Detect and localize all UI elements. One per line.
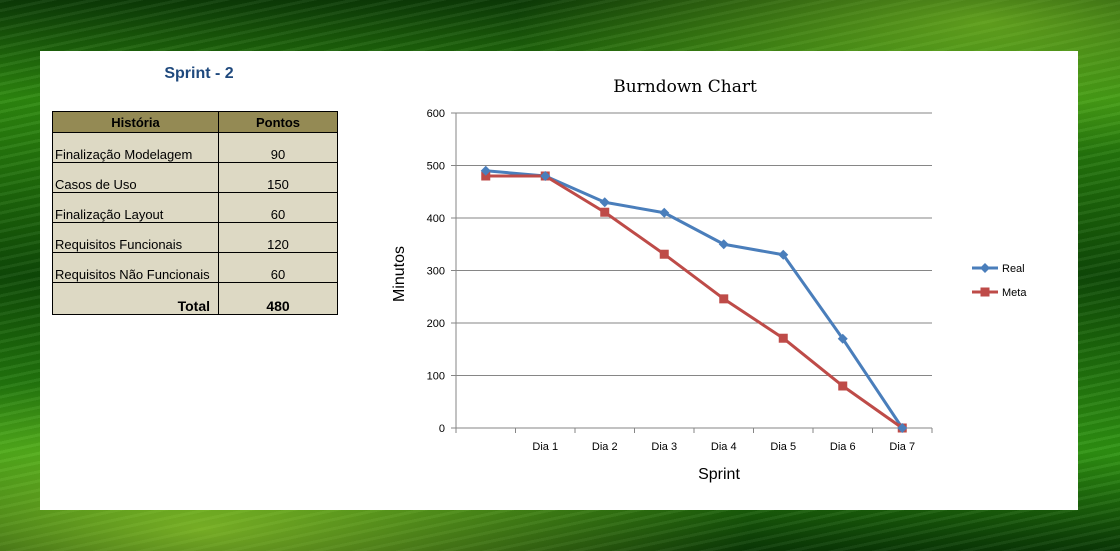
series-line <box>485 174 904 430</box>
total-value: 480 <box>218 282 338 315</box>
y-axis-label: Minutos <box>391 246 408 302</box>
historia-cell: Finalização Layout <box>52 192 219 223</box>
table-row: Finalização Modelagem 90 <box>52 132 338 163</box>
data-point <box>540 171 551 181</box>
x-axis-label: Sprint <box>698 466 740 483</box>
y-tick-label: 600 <box>427 108 445 120</box>
spreadsheet-area: Sprint - 2 História Pontos Finalização M… <box>40 51 1078 510</box>
series-lines <box>480 165 908 433</box>
table-row: Casos de Uso 150 <box>52 162 338 193</box>
pontos-cell: 150 <box>218 162 338 193</box>
pontos-cell: 60 <box>218 252 338 283</box>
data-point <box>778 333 788 343</box>
x-tick-label: Dia 3 <box>651 441 677 453</box>
data-point <box>480 165 491 176</box>
chart-title: Burndown Chart <box>613 77 757 97</box>
x-tick-label: Dia 6 <box>830 441 856 453</box>
historia-cell: Requisitos Não Funcionais <box>52 252 219 283</box>
historia-cell: Requisitos Funcionais <box>52 222 219 253</box>
table-row: Requisitos Não Funcionais 60 <box>52 252 338 283</box>
pontos-cell: 60 <box>218 192 338 223</box>
total-row: Total 480 <box>52 282 338 315</box>
x-tick-label: Dia 4 <box>711 441 737 453</box>
total-label: Total <box>52 282 219 315</box>
y-tick-label: 200 <box>427 318 445 330</box>
x-tick-label: Dia 2 <box>592 441 618 453</box>
data-point <box>837 333 848 344</box>
y-tick-label: 300 <box>427 266 445 278</box>
x-tick-label: Dia 5 <box>770 441 796 453</box>
data-point <box>599 197 610 208</box>
stories-table: História Pontos Finalização Modelagem 90… <box>52 111 338 315</box>
legend-label: Meta <box>1002 287 1027 299</box>
legend-label: Real <box>1002 263 1025 275</box>
data-point <box>980 287 990 297</box>
gridlines <box>456 112 932 376</box>
data-point <box>718 239 729 250</box>
data-point <box>481 171 491 181</box>
data-point <box>897 423 908 433</box>
y-tick-label: 400 <box>427 213 445 225</box>
historia-cell: Finalização Modelagem <box>52 132 219 163</box>
y-tick-label: 0 <box>439 423 445 435</box>
sprint-title: Sprint - 2 <box>164 65 234 82</box>
data-point <box>600 207 610 217</box>
data-point <box>719 294 729 304</box>
axes: 0 100 200 300 400 500 600 Dia 1 Dia 2 Dia 3 Dia 4 D… <box>427 108 933 453</box>
header-historia: História <box>52 111 219 133</box>
y-tick-label: 500 <box>427 161 445 173</box>
data-point <box>659 207 670 218</box>
x-tick-label: Dia 7 <box>889 441 915 453</box>
x-tick-label: Dia 1 <box>532 441 558 453</box>
legend: Real Meta <box>972 263 1027 299</box>
table-row: Finalização Layout 60 <box>52 192 338 223</box>
data-point <box>838 381 848 391</box>
data-point <box>778 249 789 260</box>
y-tick-label: 100 <box>427 371 445 383</box>
data-point <box>980 263 990 273</box>
data-point <box>659 249 669 259</box>
